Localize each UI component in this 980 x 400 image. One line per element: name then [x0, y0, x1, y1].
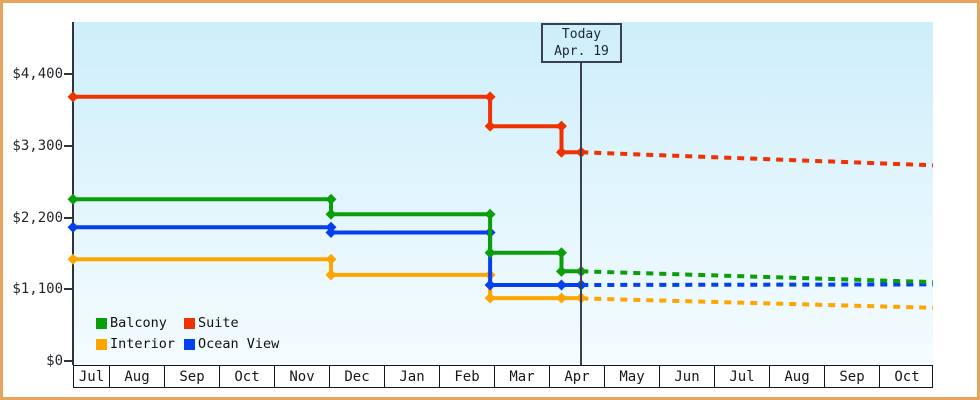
x-axis-month-label: Dec	[329, 366, 384, 387]
x-axis-month-label: Jun	[659, 366, 714, 387]
y-axis-label: $2,200	[12, 209, 63, 226]
x-axis-month-label: Jan	[384, 366, 439, 387]
legend-label: Balcony	[110, 315, 167, 331]
x-axis-month-label: Sep	[824, 366, 879, 387]
y-axis-tick	[64, 144, 73, 147]
legend-label: Ocean View	[198, 336, 280, 352]
legend-item-interior: Interior	[96, 336, 176, 352]
x-axis-month-label: Oct	[879, 366, 934, 387]
x-axis-month-label: May	[604, 366, 659, 387]
legend-swatch-icon	[184, 317, 195, 329]
x-axis-month-label: Jul	[714, 366, 769, 387]
legend-item-suite: Suite	[184, 315, 239, 331]
x-axis-month-label: Mar	[494, 366, 549, 387]
legend-item-ocean-view: Ocean View	[184, 336, 280, 352]
x-axis-month-label: Nov	[274, 366, 329, 387]
x-axis-month-label: Aug	[109, 366, 164, 387]
legend-swatch-icon	[96, 317, 107, 329]
y-axis-label: $1,100	[12, 281, 63, 298]
today-annotation-line1: Today	[561, 27, 602, 42]
y-axis-tick	[64, 216, 73, 219]
legend-label: Interior	[110, 336, 176, 352]
legend-swatch-icon	[184, 338, 195, 350]
y-axis-label: $4,400	[12, 66, 63, 82]
y-axis-line	[72, 22, 74, 365]
x-axis-month-label: Aug	[769, 366, 824, 387]
x-axis-month-label: Sep	[164, 366, 219, 387]
y-axis-label: $0	[46, 353, 63, 369]
x-axis-month-label: Apr	[549, 366, 604, 387]
plot-area	[73, 22, 933, 365]
y-axis-label: $3,300	[12, 137, 63, 154]
y-axis-tick	[64, 360, 73, 362]
y-axis-tick	[64, 73, 73, 75]
x-axis-month-label: Feb	[439, 366, 494, 387]
today-line	[580, 63, 583, 365]
y-axis-tick	[64, 288, 73, 291]
x-axis-month-label: Oct	[219, 366, 274, 387]
today-annotation: Today Apr. 19	[541, 23, 622, 63]
legend-item-balcony: Balcony	[96, 315, 167, 331]
today-annotation-line2: Apr. 19	[554, 44, 609, 59]
legend-swatch-icon	[96, 338, 107, 350]
legend-label: Suite	[198, 315, 239, 331]
x-axis-month-row: Jul Aug Sep Oct Nov Dec Jan Feb Mar Apr May Jun Jul A…	[73, 365, 933, 388]
x-axis-month-label: Jul	[78, 368, 105, 385]
